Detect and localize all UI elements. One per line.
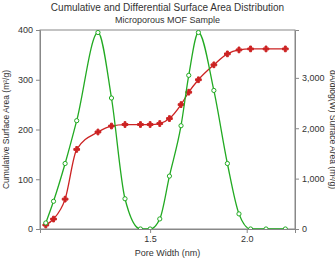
marker xyxy=(158,217,162,221)
tick-mark xyxy=(295,179,299,180)
tick-label: 3,000 xyxy=(302,73,325,83)
tick-mark xyxy=(36,130,40,131)
marker xyxy=(196,77,202,83)
marker xyxy=(147,122,153,128)
tick-label: 0 xyxy=(28,224,33,234)
frame xyxy=(40,30,295,229)
marker xyxy=(167,174,171,178)
marker xyxy=(122,122,128,128)
tick: 300 xyxy=(18,75,40,85)
marker xyxy=(236,47,242,53)
tick-mark xyxy=(36,30,40,31)
marker xyxy=(211,62,217,68)
marker xyxy=(157,121,163,127)
plot: 1.5 2.0 0 100 200 300 400 0 1,000 2,000 3,000 xyxy=(18,25,325,244)
tick: 2.0 xyxy=(241,229,254,244)
tick: 1,000 xyxy=(295,174,325,184)
marker xyxy=(283,227,287,229)
tick-mark xyxy=(150,229,151,233)
tick: 0 xyxy=(295,224,307,234)
x-axis-title: Pore Width (nm) xyxy=(135,248,201,258)
tick: 100 xyxy=(18,175,40,185)
tick: 0 xyxy=(28,224,40,234)
x-axis: 1.5 2.0 xyxy=(41,229,296,244)
tick-mark xyxy=(36,80,40,81)
tick: 2,000 xyxy=(295,124,325,134)
tick-mark xyxy=(295,78,299,79)
subtitle: Microporous MOF Sample xyxy=(115,15,220,25)
data-layer xyxy=(43,30,288,229)
marker xyxy=(44,221,48,225)
axis-line xyxy=(41,230,296,234)
marker xyxy=(225,51,231,57)
tick: 400 xyxy=(18,25,40,35)
series-line xyxy=(46,33,286,229)
marker xyxy=(263,46,269,52)
tick-label: 100 xyxy=(18,175,33,185)
tick: 1.5 xyxy=(144,229,157,244)
marker xyxy=(248,227,252,229)
tick-mark xyxy=(295,229,299,230)
axis-line xyxy=(296,31,300,230)
tick-mark xyxy=(247,229,248,233)
chart: Cumulative and Differential Surface Area… xyxy=(0,0,335,259)
marker xyxy=(96,30,100,34)
marker xyxy=(138,227,142,229)
marker xyxy=(51,199,55,203)
marker xyxy=(138,122,144,128)
y2-axis-title: dA/dlog(W) Surface Area (m²/g) xyxy=(328,70,335,189)
marker xyxy=(282,46,288,52)
marker xyxy=(248,46,254,52)
marker xyxy=(225,161,229,165)
marker xyxy=(62,196,68,202)
marker xyxy=(109,96,113,100)
marker xyxy=(264,227,268,229)
marker xyxy=(212,88,216,92)
marker xyxy=(51,216,57,222)
marker xyxy=(109,123,115,129)
y-axis: 0 100 200 300 400 xyxy=(18,25,41,234)
y-axis-title: Cumulative Surface Area (m²/g) xyxy=(1,70,11,189)
tick-label: 2,000 xyxy=(302,124,325,134)
marker xyxy=(123,197,127,201)
marker xyxy=(148,227,152,229)
marker xyxy=(63,161,67,165)
tick: 3,000 xyxy=(295,73,325,83)
tick-label: 2.0 xyxy=(241,234,254,244)
tick-mark xyxy=(36,179,40,180)
marker xyxy=(237,212,241,216)
marker xyxy=(196,30,200,34)
tick-label: 1.5 xyxy=(144,234,157,244)
title: Cumulative and Differential Surface Area… xyxy=(51,2,284,13)
marker xyxy=(178,102,184,108)
marker xyxy=(167,116,173,122)
marker xyxy=(95,129,101,135)
tick-label: 1,000 xyxy=(302,174,325,184)
tick-label: 400 xyxy=(18,25,33,35)
tick-label: 0 xyxy=(302,224,307,234)
marker xyxy=(179,124,183,128)
tick-mark xyxy=(36,229,40,230)
marker xyxy=(187,73,191,77)
tick-mark xyxy=(295,128,299,129)
tick-label: 300 xyxy=(18,75,33,85)
marker xyxy=(75,119,79,123)
axis-line xyxy=(36,31,41,230)
tick: 200 xyxy=(18,125,40,135)
marker xyxy=(74,147,80,153)
tick-label: 200 xyxy=(18,125,33,135)
y2-axis: 0 1,000 2,000 3,000 xyxy=(295,31,325,235)
